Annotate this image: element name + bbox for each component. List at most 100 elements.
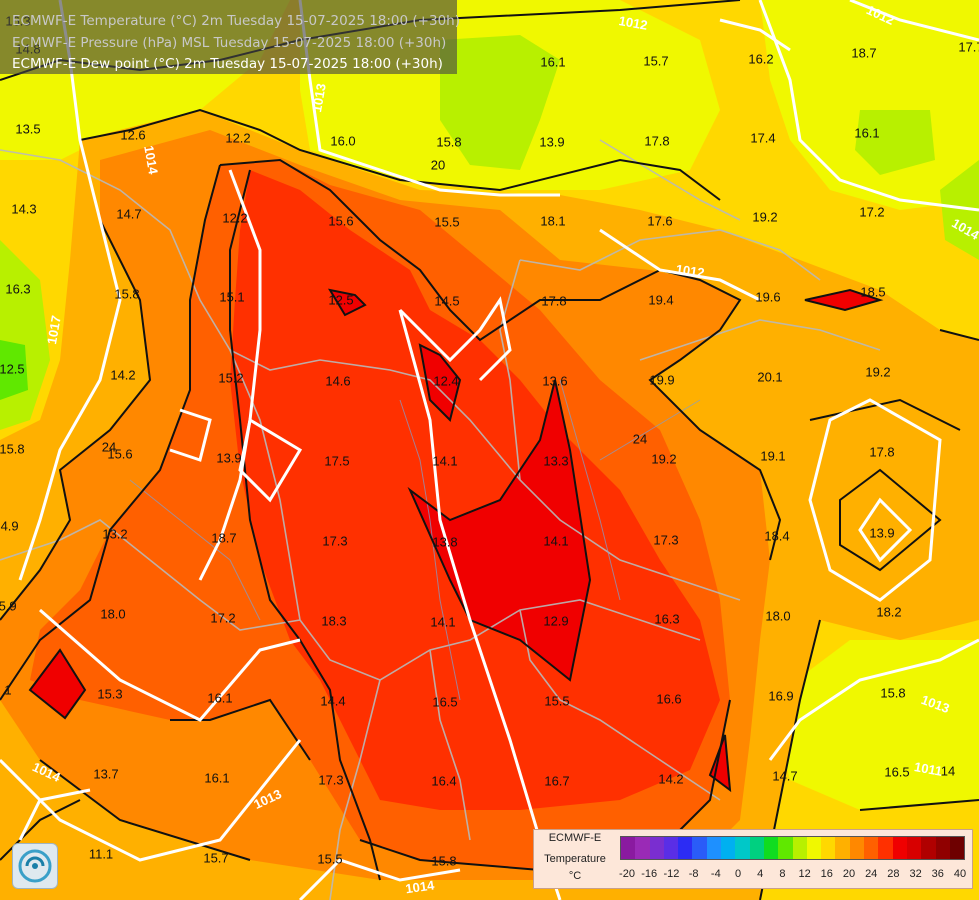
legend-swatch bbox=[835, 837, 850, 859]
dewpoint-value-label: 12.5 bbox=[0, 361, 25, 376]
dewpoint-value-label: 15.8 bbox=[436, 134, 461, 149]
dewpoint-value-label: 18.7 bbox=[211, 530, 236, 545]
legend-swatch bbox=[878, 837, 893, 859]
dewpoint-value-label: 15.2 bbox=[218, 370, 243, 385]
dewpoint-value-label: 17.5 bbox=[324, 453, 349, 468]
dewpoint-value-label: 15.3 bbox=[97, 686, 122, 701]
legend-title-line2: Temperature bbox=[544, 853, 606, 865]
dewpoint-value-label: 16.3 bbox=[654, 611, 679, 626]
legend-tick-label: -16 bbox=[641, 868, 658, 880]
dewpoint-value-label: 12.5 bbox=[328, 292, 353, 307]
legend-tick-label: 4 bbox=[757, 868, 764, 880]
dewpoint-value-label: 15.8 bbox=[0, 441, 25, 456]
color-legend: ECMWF-E Temperature °C -20 -16 -12 -8 -4 0 4 8 1… bbox=[533, 829, 973, 889]
legend-tick-label: 32 bbox=[909, 868, 922, 880]
dewpoint-value-label: 1 bbox=[4, 682, 11, 697]
legend-swatch bbox=[892, 837, 907, 859]
dewpoint-value-label: 16.5 bbox=[884, 764, 909, 779]
legend-tick-label: 0 bbox=[734, 868, 742, 880]
legend-tick-label: 36 bbox=[931, 868, 944, 880]
isobar-pressure-label: 1014 bbox=[141, 144, 161, 176]
temp-fill-green-east-edge bbox=[940, 160, 979, 260]
legend-swatch bbox=[864, 837, 879, 859]
legend-tick-label: 24 bbox=[865, 868, 878, 880]
dewpoint-value-label: 15.5 bbox=[544, 693, 569, 708]
legend-tick-label: 28 bbox=[887, 868, 900, 880]
dewpoint-value-label: 19.9 bbox=[649, 372, 674, 387]
dewpoint-value-label: 15.7 bbox=[643, 53, 668, 68]
header-dewpoint-line: ECMWF-E Dew point (°C) 2m Tuesday 15-07-… bbox=[12, 56, 443, 72]
dewpoint-value-label: 13.9 bbox=[869, 525, 894, 540]
dewpoint-value-label: 14.7 bbox=[116, 206, 141, 221]
dewpoint-value-label: 16.2 bbox=[748, 51, 773, 66]
legend-tick-label: 40 bbox=[953, 868, 967, 880]
dewpoint-value-label: 18.4 bbox=[764, 528, 789, 543]
dewpoint-value-label: 17.8 bbox=[541, 293, 566, 308]
legend-swatch bbox=[621, 837, 636, 859]
legend-swatch bbox=[778, 837, 793, 859]
legend-swatch bbox=[849, 837, 865, 859]
legend-swatch bbox=[935, 837, 950, 859]
legend-swatch bbox=[706, 837, 722, 859]
legend-tick-label: 16 bbox=[820, 868, 833, 880]
dewpoint-value-label: 16.0 bbox=[330, 133, 355, 148]
dewpoint-value-label: 17.3 bbox=[322, 533, 347, 548]
dewpoint-value-label: 14.1 bbox=[430, 614, 455, 629]
temp-fill-red-core bbox=[230, 170, 720, 810]
legend-swatch bbox=[792, 837, 807, 859]
dewpoint-value-label: 17.3 bbox=[318, 772, 343, 787]
legend-tick-label: -4 bbox=[710, 868, 721, 880]
dewpoint-value-label: 13.8 bbox=[432, 534, 457, 549]
legend-tick-label: -8 bbox=[688, 868, 699, 880]
legend-tick-label: 12 bbox=[798, 868, 811, 880]
temp-fill-green-west-core bbox=[0, 340, 28, 400]
temp-fill-green-ne bbox=[855, 110, 935, 175]
dewpoint-value-label: 14.7 bbox=[772, 768, 797, 783]
dewpoint-value-label: 13.5 bbox=[15, 121, 40, 136]
dewpoint-value-label: 19.2 bbox=[865, 364, 890, 379]
dewpoint-value-label: 14.3 bbox=[11, 201, 36, 216]
dewpoint-value-label: 16.4 bbox=[431, 773, 456, 788]
dewpoint-value-label: 19.6 bbox=[755, 289, 780, 304]
dewpoint-value-label: 12.9 bbox=[543, 613, 568, 628]
temp-fill-green-north bbox=[440, 35, 560, 170]
dewpoint-value-label: 14.1 bbox=[543, 533, 568, 548]
legend-swatch bbox=[663, 837, 679, 859]
legend-swatch bbox=[721, 837, 736, 859]
legend-swatch bbox=[678, 837, 693, 859]
dewpoint-value-label: 13.9 bbox=[216, 450, 241, 465]
temp-fill-bright-red-center bbox=[410, 380, 590, 680]
legend-swatch bbox=[635, 837, 650, 859]
dewpoint-value-label: 17.7 bbox=[958, 39, 979, 54]
dewpoint-value-label: 16.6 bbox=[656, 691, 681, 706]
dewpoint-value-label: 18.5 bbox=[860, 284, 885, 299]
dewpoint-value-label: 17.6 bbox=[647, 213, 672, 228]
header-pressure-line: ECMWF-E Pressure (hPa) MSL Tuesday 15-07… bbox=[12, 35, 447, 51]
dewpoint-value-label: 14.2 bbox=[658, 771, 683, 786]
dewpoint-value-label: 17.2 bbox=[859, 204, 884, 219]
legend-swatch bbox=[821, 837, 836, 859]
legend-swatch bbox=[763, 837, 779, 859]
dewpoint-value-label: 13.3 bbox=[543, 453, 568, 468]
dewpoint-value-label: 18.0 bbox=[100, 606, 125, 621]
isobar-pressure-label: 1013 bbox=[309, 82, 329, 113]
dewpoint-value-label: 19.2 bbox=[651, 451, 676, 466]
dewpoint-value-label: 17.8 bbox=[644, 133, 669, 148]
isobar-pressure-label: 1017 bbox=[44, 314, 64, 345]
dewpoint-value-label: 14.9 bbox=[0, 518, 19, 533]
legend-color-bar bbox=[620, 836, 965, 860]
header-temperature-line: ECMWF-E Temperature (°C) 2m Tuesday 15-0… bbox=[12, 13, 460, 29]
dewpoint-value-label: 18.1 bbox=[540, 213, 565, 228]
legend-swatch bbox=[735, 837, 750, 859]
dewpoint-value-label: 11.1 bbox=[89, 846, 113, 861]
dewpoint-value-label: 14.2 bbox=[110, 367, 135, 382]
dewpoint-value-label: 16.1 bbox=[540, 54, 565, 69]
dewpoint-value-label: 15.6 bbox=[107, 446, 132, 461]
isobar-pressure-label: 1014 bbox=[404, 877, 435, 896]
dewpoint-value-label: 13.2 bbox=[102, 526, 127, 541]
legend-tick-label: 8 bbox=[779, 868, 786, 880]
dewpoint-value-label: 15.5 bbox=[317, 851, 342, 866]
dewpoint-value-label: 13.9 bbox=[539, 134, 564, 149]
dewpoint-value-label: 19.1 bbox=[760, 448, 785, 463]
